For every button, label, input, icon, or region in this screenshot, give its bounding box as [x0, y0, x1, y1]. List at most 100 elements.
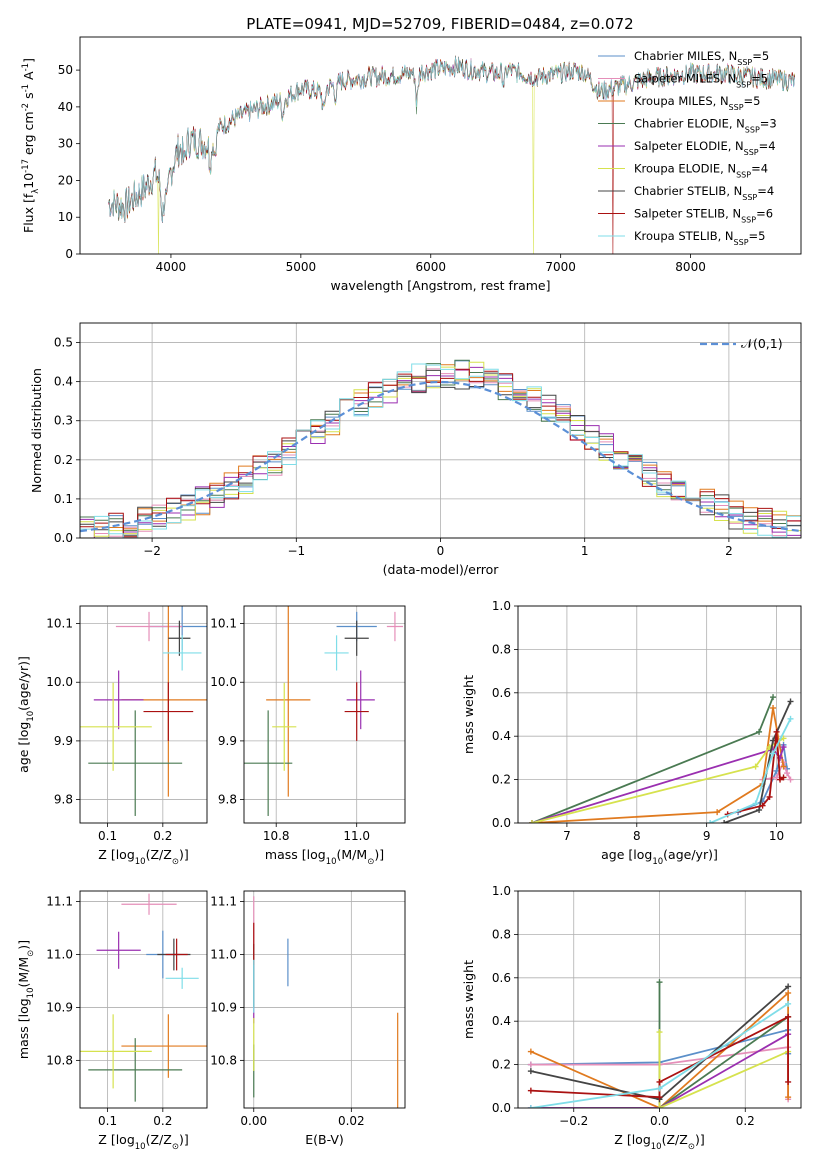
y-tick-label: 10.1	[210, 617, 237, 631]
spectrum-lines	[108, 55, 795, 254]
y-tick-label: 1.0	[492, 884, 511, 898]
x-tick-label: 0.0	[650, 1114, 669, 1128]
x-tick-label: 8000	[675, 260, 706, 274]
x-axis-label: (data-model)/error	[383, 562, 500, 577]
y-tick-label: 0.4	[492, 729, 511, 743]
y-tick-label: 11.0	[46, 948, 73, 962]
y-tick-label: 0.2	[54, 453, 73, 467]
y-tick-label: 10	[58, 210, 73, 224]
y-tick-label: 0.3	[54, 414, 73, 428]
errorbars	[80, 606, 207, 816]
legend-label: Chabrier MILES, NSSP=5	[634, 49, 769, 67]
weight-lines	[527, 979, 792, 1108]
x-axis-label: wavelength [Angstrom, rest frame]	[330, 278, 550, 293]
x-tick-label: 0.1	[98, 1114, 117, 1128]
x-tick-label: 0.2	[736, 1114, 755, 1128]
y-tick-label: 9.8	[218, 793, 237, 807]
y-tick-label: 9.8	[54, 793, 73, 807]
weight-series-line	[531, 746, 785, 823]
y-tick-label: 10.9	[46, 1000, 73, 1014]
legend-label: Chabrier STELIB, NSSP=4	[634, 184, 774, 202]
x-axis-label: E(B-V)	[305, 1132, 344, 1147]
y-tick-label: 0.6	[492, 971, 511, 985]
x-axis-label: age [log10(age/yr)]	[601, 847, 718, 867]
y-tick-label: 0.0	[492, 816, 511, 830]
y-tick-label: 0.5	[54, 336, 73, 350]
y-tick-label: 0.0	[492, 1101, 511, 1115]
y-axis-label: Flux [fλ10-17 erg cm-2 s-1 A-1]	[21, 58, 41, 233]
legend-label: Kroupa STELIB, NSSP=5	[634, 229, 765, 247]
weight-series-line	[531, 707, 785, 823]
y-tick-label: 11.0	[210, 948, 237, 962]
weight-series-line	[658, 1032, 789, 1108]
spectrum-series-line	[108, 56, 795, 223]
x-tick-label: −2	[143, 544, 161, 558]
errorbars	[244, 606, 403, 816]
y-tick-label: 0.0	[54, 531, 73, 545]
legend-label: 𝒩(0,1)	[741, 336, 783, 351]
axes-frame	[79, 605, 208, 824]
x-tick-label: 0.02	[338, 1114, 365, 1128]
legend-label: Salpeter ELODIE, NSSP=4	[634, 139, 776, 157]
x-tick-label: 2	[725, 544, 733, 558]
axes-frame	[517, 605, 802, 824]
y-tick-label: 0	[65, 247, 73, 261]
x-tick-label: 11.0	[343, 829, 370, 843]
x-tick-label: 6000	[415, 260, 446, 274]
x-axis-label: Z [log10(Z/Z⊙)]	[98, 847, 188, 867]
x-tick-label: 10	[769, 829, 784, 843]
x-tick-label: −1	[287, 544, 305, 558]
y-tick-label: 10.0	[210, 675, 237, 689]
x-tick-label: −0.2	[559, 1114, 588, 1128]
y-tick-label: 30	[58, 137, 73, 151]
y-tick-label: 10.8	[46, 1053, 73, 1067]
errorbars	[80, 893, 207, 1102]
x-tick-label: 0.1	[98, 829, 117, 843]
x-axis-label: Z [log10(Z/Z⊙)]	[614, 1132, 704, 1152]
weight-lines	[528, 694, 794, 823]
legend-label: Chabrier ELODIE, NSSP=3	[634, 117, 777, 135]
histograms	[80, 359, 801, 538]
weight-series-line	[530, 1033, 789, 1108]
y-tick-label: 1.0	[492, 599, 511, 613]
figure-title: PLATE=0941, MJD=52709, FIBERID=0484, z=0…	[246, 15, 633, 33]
y-tick-label: 0.8	[492, 927, 511, 941]
y-tick-label: 11.1	[46, 895, 73, 909]
legend-label: Kroupa MILES, NSSP=5	[634, 94, 760, 112]
errorbars	[253, 896, 399, 1108]
x-tick-label: 9	[703, 829, 711, 843]
x-tick-label: 5000	[286, 260, 317, 274]
y-axis-label: mass [log10(M/M⊙)]	[16, 940, 36, 1059]
y-axis-label: age [log10(age/yr)]	[16, 656, 36, 773]
axes-frame	[243, 605, 406, 824]
x-tick-label: 0	[437, 544, 445, 558]
y-tick-label: 0.6	[492, 686, 511, 700]
y-tick-label: 10.8	[210, 1053, 237, 1067]
x-tick-label: 10.8	[263, 829, 290, 843]
legend-label: Salpeter MILES, NSSP=5	[634, 72, 768, 90]
y-tick-label: 10.1	[46, 617, 73, 631]
x-tick-label: 0.2	[153, 1114, 172, 1128]
y-axis-label: Normed distribution	[29, 368, 44, 493]
weight-series-line	[709, 718, 792, 823]
x-tick-label: 7000	[545, 260, 576, 274]
gaussian-curve	[80, 380, 801, 533]
y-tick-label: 0.2	[492, 773, 511, 787]
axes-frame	[79, 322, 802, 539]
weight-series-line	[658, 982, 789, 1108]
y-tick-label: 40	[58, 100, 73, 114]
legend-label: Kroupa ELODIE, NSSP=4	[634, 162, 768, 180]
x-tick-label: 1	[581, 544, 589, 558]
x-axis-label: Z [log10(Z/Z⊙)]	[98, 1132, 188, 1152]
y-axis-label: mass weight	[461, 675, 476, 754]
y-tick-label: 10.9	[210, 1000, 237, 1014]
x-tick-label: 0.2	[153, 829, 172, 843]
legend: Chabrier MILES, NSSP=5 Salpeter MILES, NS…	[598, 49, 777, 247]
y-tick-label: 0.4	[54, 375, 73, 389]
y-tick-label: 9.9	[54, 734, 73, 748]
y-tick-label: 0.1	[54, 492, 73, 506]
y-axis-label: mass weight	[461, 960, 476, 1039]
x-tick-label: 4000	[156, 260, 187, 274]
y-tick-label: 0.8	[492, 642, 511, 656]
